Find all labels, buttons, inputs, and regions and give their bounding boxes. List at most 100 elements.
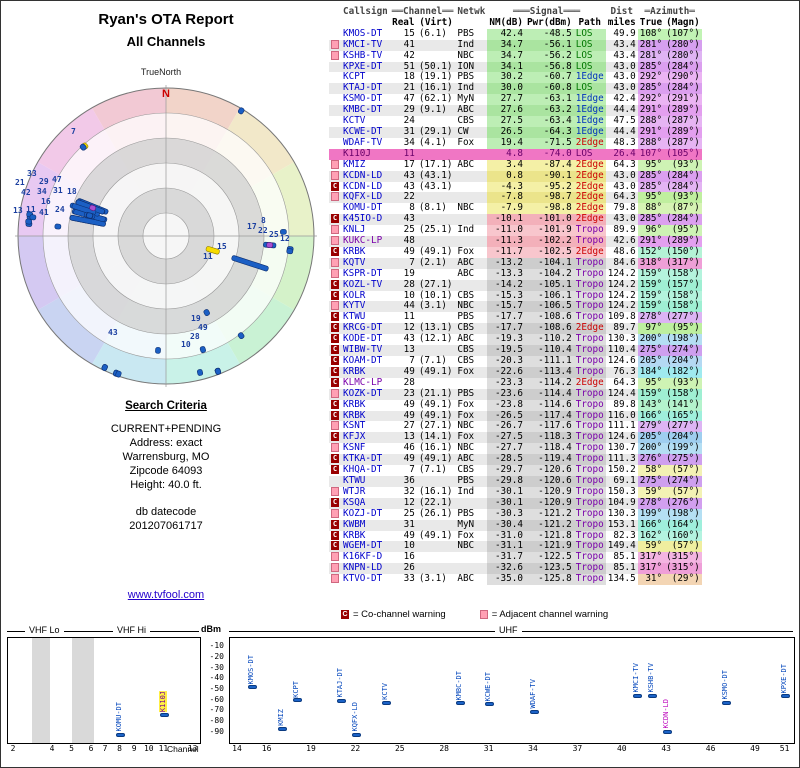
callsign-link[interactable]: WTJR [343, 485, 366, 497]
callsign-link[interactable]: KUKC-LP [343, 235, 383, 247]
real-channel-cell: 31 [389, 519, 417, 531]
callsign-link[interactable]: KOZK-DT [343, 387, 383, 399]
x-tick-label: 5 [69, 744, 74, 753]
flag-cell [329, 126, 341, 138]
radar-channel-label: 43 [108, 328, 118, 337]
callsign-link[interactable]: KSHB-TV [343, 49, 383, 61]
callsign-link[interactable]: KCWE-DT [343, 125, 383, 137]
nm-cell: 26.5 [487, 126, 525, 138]
callsign-link[interactable]: KSNF [343, 442, 366, 454]
callsign-link[interactable]: KOZJ-DT [343, 507, 383, 519]
callsign-link[interactable]: KRBK [343, 398, 366, 410]
callsign-link[interactable]: KRBK [343, 365, 366, 377]
callsign-link[interactable]: KSNT [343, 420, 366, 432]
radar-channel-label: 12 [280, 234, 290, 243]
callsign-link[interactable]: KTWU [343, 474, 366, 486]
callsign-link[interactable]: KSPR-DT [343, 267, 383, 279]
callsign-link[interactable]: KCDN-LD [343, 180, 383, 192]
callsign-link[interactable]: KMBC-DT [343, 104, 383, 116]
pwr-cell: -118.3 [524, 431, 574, 444]
azimuth-true-cell: 288° [637, 136, 665, 149]
network-cell [455, 192, 488, 204]
callsign-link[interactable]: KQTV [343, 256, 366, 268]
network-cell [455, 279, 488, 291]
flag-cell: C [329, 454, 341, 466]
network-cell: PBS [455, 475, 488, 487]
azimuth-true-cell: 59° [637, 541, 665, 553]
table-row: KMIZ 17 (17.1) ABC 3.4 -87.4 2Edge 64.3 95° (93°) [329, 158, 702, 171]
callsign-link[interactable]: KRBK [343, 409, 366, 421]
azimuth-magn-cell: (57°) [664, 486, 702, 498]
station-bar [29, 214, 37, 221]
callsign-link[interactable]: KSQA [343, 496, 366, 508]
virtual-channel-cell: (43.1) [416, 170, 456, 182]
callsign-link[interactable]: WIBW-TV [343, 344, 383, 356]
dist-cell: 124.2 [605, 289, 638, 302]
callsign-link[interactable]: KRBK [343, 245, 366, 257]
path-cell: Tropo [573, 540, 606, 553]
network-cell [455, 181, 488, 193]
unused-band [72, 638, 94, 743]
station-label: KMOS-DT [247, 654, 256, 685]
callsign-link[interactable]: KCTV [343, 115, 366, 127]
table-row: C K45IO-D 43 -10.1 -101.0 2Edge 43.0 285° (284°) [329, 213, 702, 226]
x-tick-label: 40 [616, 744, 627, 753]
table-row: C KSQA 12 (22.1) -30.1 -120.9 Tropo 104.9 278° (2… [329, 496, 702, 509]
callsign-link[interactable]: KMIZ [343, 158, 366, 170]
callsign-link[interactable]: KNLJ [343, 224, 366, 236]
callsign-link[interactable]: WGEM-DT [343, 540, 383, 552]
criteria-line: Height: 40.0 ft. [130, 479, 202, 491]
path-cell: Tropo [573, 496, 606, 509]
callsign-link[interactable]: K110J [343, 147, 371, 159]
nm-cell: 0.8 [487, 170, 525, 182]
callsign-link[interactable]: KWBM [343, 518, 366, 530]
flag-cell: C [329, 530, 341, 542]
signal-chart-section: C = Co-channel warning = Adjacent channel … [1, 605, 799, 767]
callsign-cell: KOLR [341, 289, 390, 302]
callsign-cell: KNPN-LD [341, 562, 390, 575]
real-channel-cell: 11 [389, 311, 417, 324]
callsign-link[interactable]: KTVO-DT [343, 573, 383, 585]
callsign-link[interactable]: K16KF-D [343, 551, 383, 563]
callsign-link[interactable]: KOAM-DT [343, 355, 383, 366]
callsign-link[interactable]: KYTV [343, 300, 366, 312]
criteria-line: Address: exact [129, 437, 203, 449]
azimuth-true-cell: 95° [637, 377, 665, 389]
callsign-link[interactable]: KLMC-LP [343, 376, 383, 388]
callsign-link[interactable]: KRCG-DT [343, 322, 383, 334]
virtual-channel-cell: (6.1) [416, 28, 456, 40]
callsign-link[interactable]: KFJX [343, 431, 366, 443]
callsign-link[interactable]: KODE-DT [343, 333, 383, 345]
callsign-link[interactable]: KQFX-LD [343, 191, 383, 203]
tvfool-link[interactable]: www.tvfool.com [127, 589, 205, 601]
group-azimuth: ═Azimuth═ [644, 6, 695, 17]
callsign-link[interactable]: KSMO-DT [343, 93, 383, 105]
callsign-link[interactable]: KRBK [343, 529, 366, 541]
callsign-link[interactable]: KTKA-DT [343, 453, 383, 465]
dist-cell: 79.8 [605, 202, 638, 215]
callsign-link[interactable]: WDAF-TV [343, 136, 383, 148]
callsign-link[interactable]: KCDN-LD [343, 169, 383, 181]
callsign-link[interactable]: K45IO-D [343, 213, 383, 225]
azimuth-magn-cell: (274°) [664, 344, 702, 356]
callsign-link[interactable]: KMOS-DT [343, 27, 383, 39]
x-tick-label: 6 [88, 744, 94, 753]
pwr-cell: -104.2 [524, 268, 574, 280]
flag-cell [329, 28, 341, 40]
callsign-link[interactable]: KNPN-LD [343, 562, 383, 574]
callsign-link[interactable]: KOMU-DT [343, 202, 383, 214]
callsign-link[interactable]: KMCI-TV [343, 38, 383, 50]
callsign-link[interactable]: KOLR [343, 289, 366, 301]
azimuth-true-cell: 292° [637, 71, 665, 84]
callsign-link[interactable]: KCPT [343, 71, 366, 83]
pwr-cell: -63.1 [524, 93, 574, 106]
callsign-link[interactable]: KOZL-TV [343, 278, 383, 290]
virtual-channel-cell: (3.1) [416, 573, 456, 586]
callsign-link[interactable]: KTAJ-DT [343, 82, 383, 94]
callsign-link[interactable]: KPXE-DT [343, 60, 383, 72]
path-cell: LOS [573, 82, 606, 95]
station-label: KQFX-LD [350, 702, 359, 732]
flag-cell: C [329, 334, 341, 346]
callsign-link[interactable]: KHQA-DT [343, 464, 383, 476]
callsign-link[interactable]: KTWU [343, 311, 366, 323]
